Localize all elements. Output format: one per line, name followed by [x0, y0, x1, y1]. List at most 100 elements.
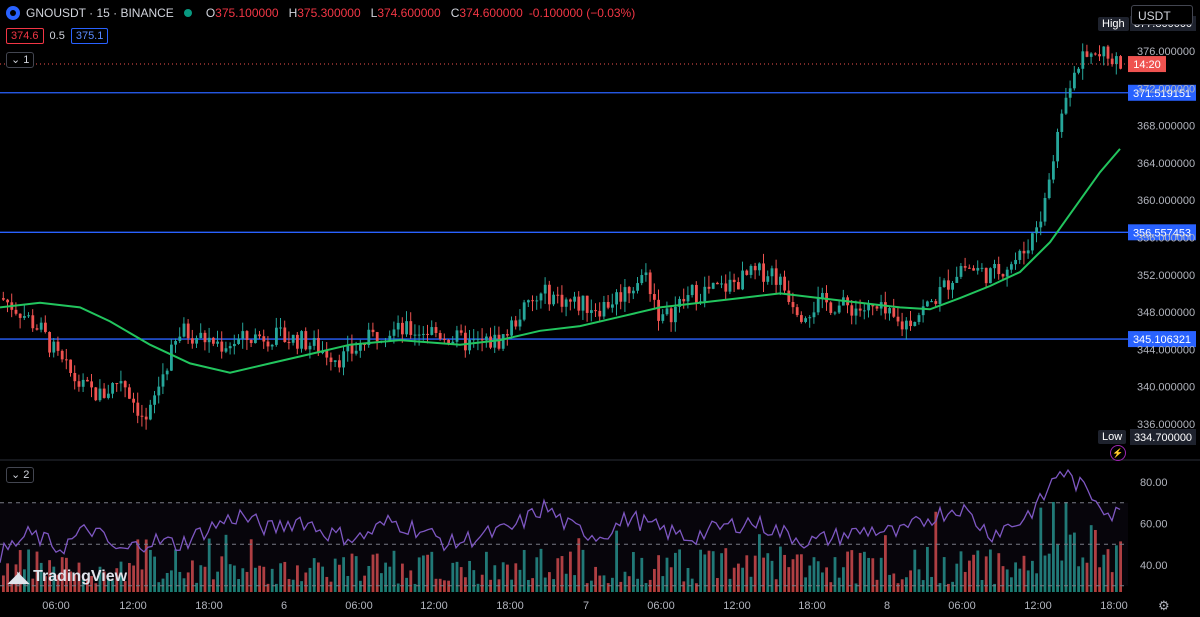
- volume-bar: [321, 566, 324, 592]
- volume-bar: [791, 559, 795, 592]
- horizontal-line-label: 356.557453: [1133, 227, 1191, 239]
- volume-bar: [233, 565, 236, 592]
- candle-body: [963, 266, 967, 268]
- volume-bar: [459, 567, 463, 592]
- candle-body: [94, 387, 98, 401]
- horizontal-line-label-bg: [1128, 331, 1196, 348]
- candle-body: [342, 351, 345, 368]
- candle-body: [661, 314, 665, 321]
- candle-body: [518, 319, 522, 327]
- candle-body: [1056, 131, 1059, 162]
- time-tick-label: 18:00: [195, 600, 223, 612]
- symbol-header[interactable]: GNOUSDT · 15 · BINANCE O375.100000 H375.…: [6, 6, 635, 20]
- volume-bar: [144, 539, 148, 592]
- candle-body: [426, 333, 429, 335]
- candle-body: [350, 344, 354, 354]
- volume-pane-toggle[interactable]: ⌄ 2: [6, 467, 35, 483]
- candle-body: [245, 331, 249, 340]
- candle-body: [472, 339, 476, 341]
- volume-bar: [1039, 507, 1043, 592]
- volume-bar: [997, 553, 1001, 592]
- spread-value: 0.5: [49, 30, 65, 42]
- volume-bar: [989, 549, 992, 592]
- candle-body: [254, 334, 257, 344]
- candle-body: [434, 327, 438, 333]
- candle-body: [1064, 97, 1068, 114]
- candle-body: [758, 263, 761, 271]
- high-label: H: [288, 6, 298, 20]
- candle-body: [1081, 51, 1085, 69]
- volume-bar: [665, 557, 669, 592]
- candle-body: [543, 284, 547, 294]
- candle-body: [1077, 68, 1080, 73]
- price-axis[interactable]: 376.000000 372.000000 368.000000 364.000000…: [1137, 46, 1195, 431]
- tradingview-logo[interactable]: ◢◣ TradingView: [8, 568, 127, 586]
- candle-body: [522, 302, 526, 320]
- bid-price[interactable]: 374.6: [6, 28, 44, 44]
- volume-bar: [56, 574, 60, 592]
- lightning-icon[interactable]: ⚡: [1110, 445, 1126, 461]
- volume-bar: [926, 546, 929, 592]
- horizontal-line-label-bg: [1128, 84, 1196, 101]
- volume-bar: [60, 557, 64, 592]
- candle-body: [615, 292, 618, 305]
- volume-bar: [522, 549, 526, 592]
- candle-body: [69, 359, 72, 373]
- candle-body: [665, 308, 669, 315]
- time-axis[interactable]: 06:00 12:00 18:00 6 06:00 12:00 18:00 7 06:00 12:…: [42, 600, 1128, 612]
- candle-body: [296, 334, 299, 349]
- ask-price[interactable]: 375.1: [70, 28, 109, 44]
- volume-bar: [1047, 553, 1051, 592]
- volume-bar: [976, 550, 980, 592]
- volume-bar: [493, 565, 497, 592]
- volume-bar: [136, 539, 140, 592]
- volume-bar: [619, 581, 623, 592]
- candles: [2, 43, 1122, 430]
- volume-bars: [2, 502, 1122, 592]
- time-tick-label: 06:00: [647, 600, 675, 612]
- volume-bar: [543, 577, 547, 592]
- volume-bar: [342, 557, 345, 592]
- rsi-axis: 80.00 60.00 40.00: [1140, 477, 1168, 572]
- main-pane-toggle[interactable]: ⌄ 1: [6, 52, 35, 68]
- volume-bar: [1026, 570, 1030, 592]
- volume-bar: [153, 556, 156, 592]
- volume-bar: [585, 583, 589, 592]
- candle-body: [111, 383, 114, 394]
- volume-bar: [333, 558, 337, 592]
- candle-body: [762, 263, 765, 282]
- candle-body: [791, 301, 795, 308]
- currency-selector[interactable]: USDT: [1131, 5, 1193, 25]
- volume-bar: [724, 548, 728, 592]
- volume-bar: [312, 558, 316, 592]
- volume-bar: [548, 572, 551, 592]
- candle-body: [921, 306, 925, 316]
- candle-body: [39, 322, 43, 330]
- volume-bar: [392, 550, 396, 592]
- candle-body: [690, 284, 694, 296]
- volume-bar: [44, 576, 47, 592]
- candle-body: [18, 313, 22, 318]
- volume-bar: [501, 562, 505, 592]
- volume-bar: [787, 567, 791, 592]
- rsi-tick-label: 80.00: [1140, 477, 1168, 489]
- horizontal-lines[interactable]: 371.519151 356.557453 345.106321: [0, 84, 1196, 348]
- candle-body: [1001, 274, 1005, 277]
- volume-bar: [1031, 560, 1034, 592]
- candle-body: [90, 381, 93, 388]
- candle-body: [564, 299, 568, 307]
- symbol-title[interactable]: GNOUSDT · 15 · BINANCE: [26, 6, 174, 20]
- candle-body: [438, 332, 442, 339]
- volume-bar: [476, 583, 480, 592]
- volume-bar: [455, 561, 459, 592]
- low-value: 374.600000: [377, 6, 441, 20]
- gear-icon[interactable]: ⚙: [1158, 598, 1170, 613]
- volume-bar: [174, 549, 177, 592]
- volume-bar: [1102, 554, 1106, 592]
- candle-body: [73, 372, 77, 382]
- volume-bar: [119, 561, 123, 592]
- candle-body: [170, 344, 173, 371]
- market-open-icon: [183, 9, 192, 17]
- candle-body: [938, 287, 942, 304]
